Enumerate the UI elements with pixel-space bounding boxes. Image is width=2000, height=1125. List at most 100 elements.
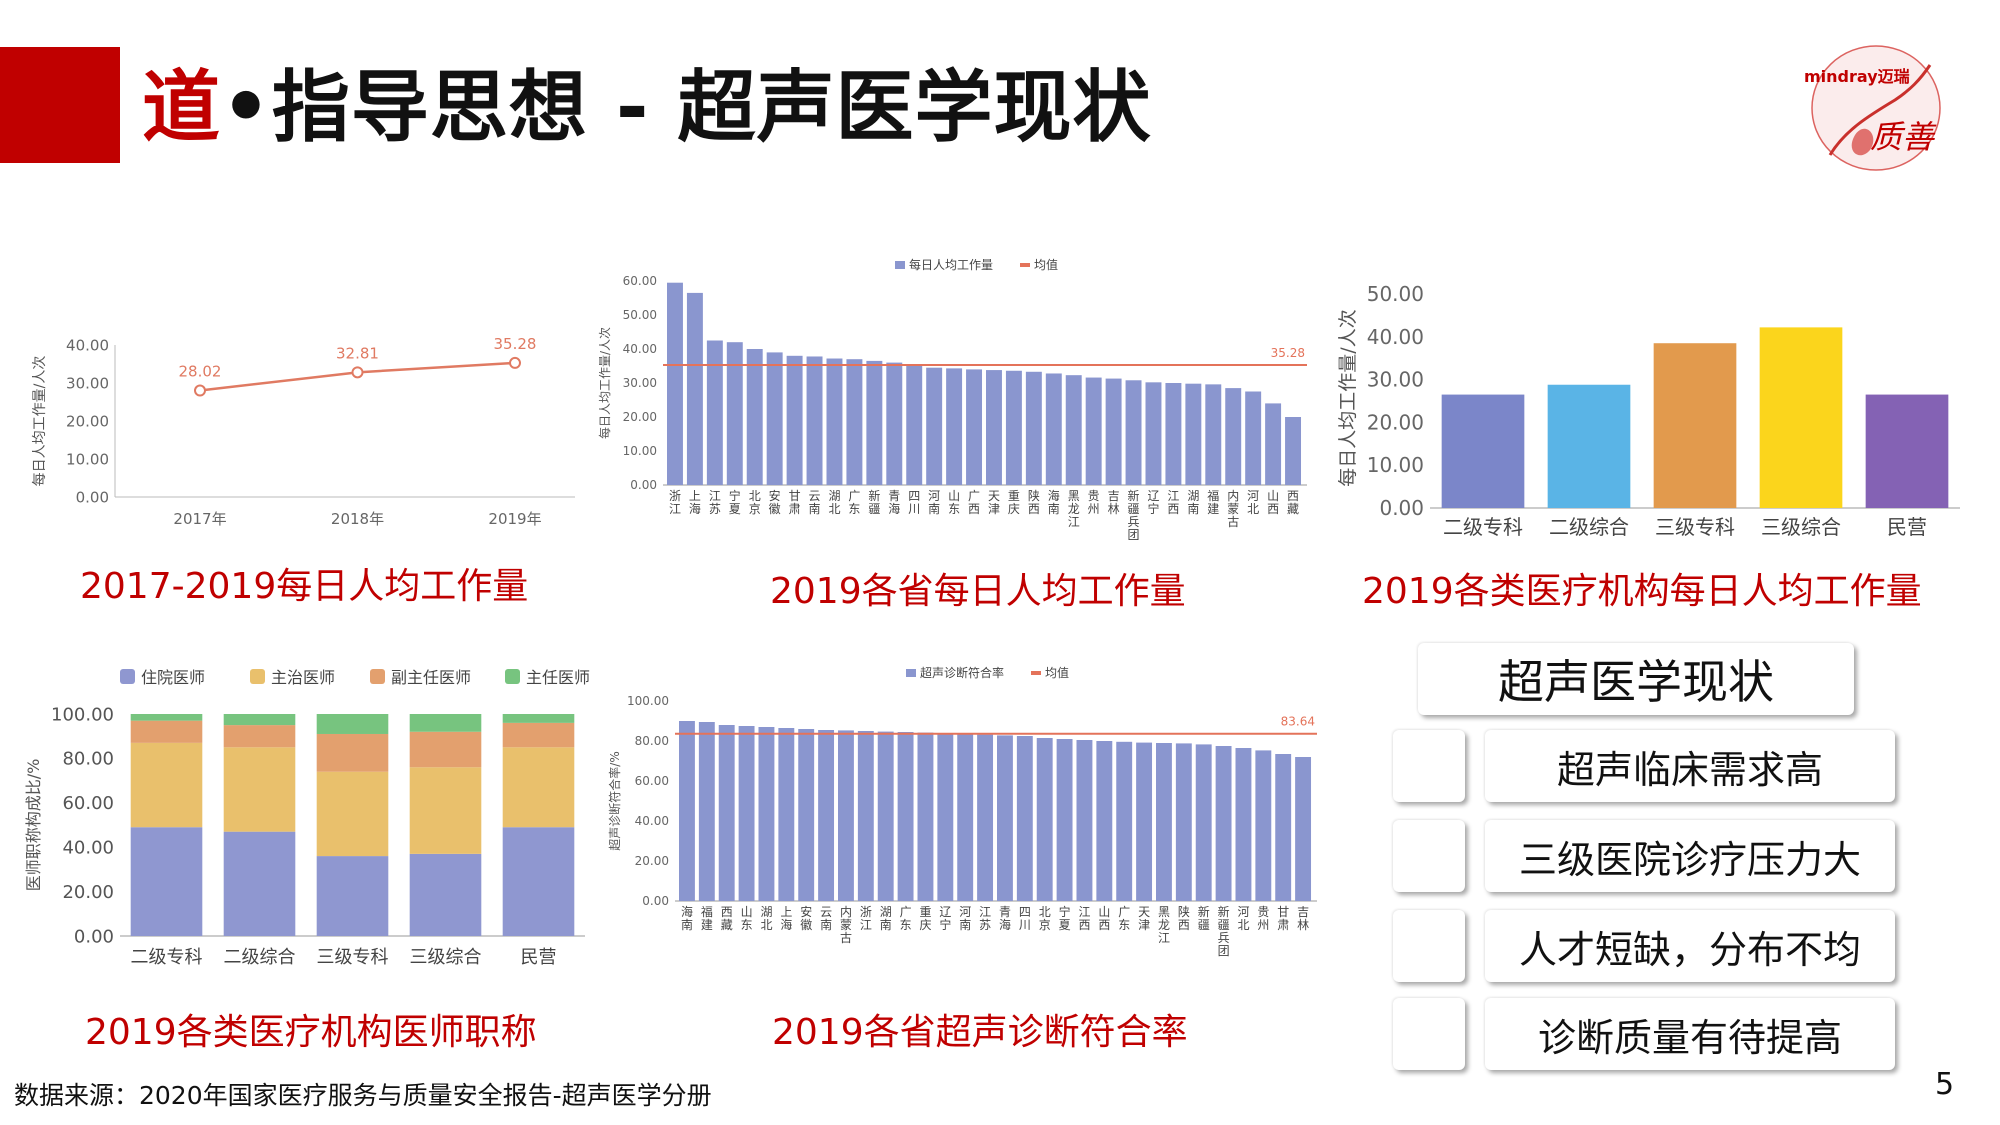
y-tick-label: 60.00 [635, 774, 669, 788]
bar [798, 729, 815, 901]
x-tick-label: 疆 [1218, 918, 1230, 932]
x-tick-label: 山 [1267, 489, 1279, 503]
bar [897, 732, 914, 901]
y-tick-label: 60.00 [623, 274, 657, 288]
x-tick-label: 湖 [880, 904, 892, 919]
x-tick-label: 吉 [1108, 489, 1120, 503]
y-axis-label: 医师职称构成比/% [25, 759, 43, 892]
x-tick-label: 江 [1167, 489, 1179, 503]
x-tick-label: 新 [1218, 904, 1230, 919]
legend-label: 住院医师 [141, 668, 205, 687]
x-tick-label: 湖 [760, 904, 772, 919]
bar-segment [130, 714, 203, 721]
bar [738, 726, 755, 901]
x-tick-label: 北 [1237, 918, 1249, 932]
bar [778, 728, 795, 901]
y-tick-label: 100.00 [51, 704, 114, 725]
x-tick-label: 湖 [828, 488, 840, 503]
y-tick-label: 80.00 [62, 749, 114, 770]
x-tick-label: 龙 [1068, 502, 1080, 516]
x-tick-label: 宁 [1059, 904, 1071, 919]
x-tick-label: 南 [1048, 501, 1060, 516]
x-tick-label: 藏 [1287, 502, 1299, 516]
bar [986, 370, 1002, 485]
summary-bullet-box [1393, 910, 1465, 982]
y-tick-label: 10.00 [623, 444, 657, 458]
x-tick-label: 南 [880, 917, 892, 932]
legend-label: 超声诊断符合率 [920, 665, 1004, 680]
bar-segment [409, 767, 482, 854]
x-tick-label: 北 [749, 489, 761, 503]
x-tick-label: 云 [820, 905, 832, 919]
data-point [351, 366, 364, 379]
x-tick-label: 南 [681, 917, 693, 932]
data-source: 数据来源：2020年国家医疗服务与质量安全报告-超声医学分册 [14, 1081, 712, 1110]
x-tick-label: 苏 [979, 918, 991, 932]
x-tick-label: 南 [1187, 501, 1199, 516]
y-tick-label: 20.00 [623, 410, 657, 424]
y-tick-label: 30.00 [623, 376, 657, 390]
x-tick-label: 江 [979, 905, 991, 919]
bar-segment [502, 827, 575, 936]
bar-segment [223, 831, 296, 936]
bar [818, 730, 835, 901]
logo-brand-text: mindray迈瑞 [1804, 67, 1910, 86]
x-tick-label: 徽 [800, 917, 812, 932]
bar [718, 725, 735, 901]
data-label: 35.28 [494, 335, 537, 353]
bar-segment [223, 714, 296, 726]
summary-item-label: 超声临床需求高 [1556, 747, 1823, 792]
legend-label: 每日人均工作量 [909, 257, 993, 272]
bar [1025, 371, 1042, 485]
x-tick-label: 林 [1297, 918, 1309, 932]
bar [1136, 742, 1153, 901]
bar [877, 731, 894, 901]
bar [758, 727, 775, 901]
x-tick-label: 河 [928, 489, 940, 503]
x-tick-label: 西 [1287, 489, 1299, 503]
summary-item-label: 三级医院诊疗压力大 [1518, 837, 1861, 882]
bar [957, 734, 974, 901]
caption-accuracy: 2019各省超声诊断符合率 [772, 1012, 1188, 1053]
x-tick-label: 海 [681, 904, 693, 919]
mean-label: 83.64 [1281, 715, 1315, 729]
bar-segment [130, 720, 203, 743]
x-tick-label: 江 [860, 918, 872, 932]
x-tick-label: 甘 [1277, 905, 1289, 919]
y-tick-label: 50.00 [1367, 282, 1424, 306]
bar [1255, 750, 1272, 901]
bar [726, 342, 743, 485]
x-tick-label: 北 [1247, 502, 1259, 516]
summary-item: 三级医院诊疗压力大 [1485, 820, 1895, 892]
trend-line-chart: 0.00 10.00 20.00 30.00 40.00 每日人均工作量/人次 2017年 2… [32, 335, 575, 528]
x-tick-label: 四 [1019, 905, 1031, 919]
x-tick-label: 新 [1128, 488, 1140, 503]
x-tick-label: 庆 [1008, 502, 1020, 516]
x-tick-label: 云 [809, 489, 821, 503]
bar [886, 362, 903, 485]
bar [1295, 757, 1312, 901]
x-tick-label: 东 [741, 918, 753, 932]
summary-item: 超声临床需求高 [1485, 730, 1895, 802]
bar [1285, 417, 1302, 485]
x-tick-label: 海 [689, 501, 701, 516]
x-tick-label: 安 [769, 488, 781, 503]
bar-segment [502, 714, 575, 723]
title-rest: •指导思想 - 超声医学现状 [221, 63, 1152, 153]
title-highlight: 道 [142, 63, 222, 153]
x-tick-label: 福 [1207, 488, 1219, 503]
x-tick-label: 浙 [669, 489, 681, 503]
summary-item: 诊断质量有待提高 [1485, 998, 1895, 1070]
bar [1195, 744, 1212, 901]
summary-title: 超声医学现状 [1498, 655, 1774, 709]
x-tick-label: 州 [1257, 918, 1269, 932]
x-tick-label: 四 [908, 489, 920, 503]
legend-label: 主任医师 [526, 668, 590, 687]
bar [746, 349, 763, 485]
legend-label: 均值 [1045, 665, 1069, 680]
x-tick-label: 南 [928, 501, 940, 516]
x-tick-label: 东 [1118, 918, 1130, 932]
x-tick-label: 川 [908, 502, 920, 516]
institution-workload-chart: 0.00 10.00 20.00 30.00 40.00 50.00 每日人均工作量/人次二… [1337, 282, 1960, 539]
y-tick-label: 0.00 [642, 894, 669, 908]
